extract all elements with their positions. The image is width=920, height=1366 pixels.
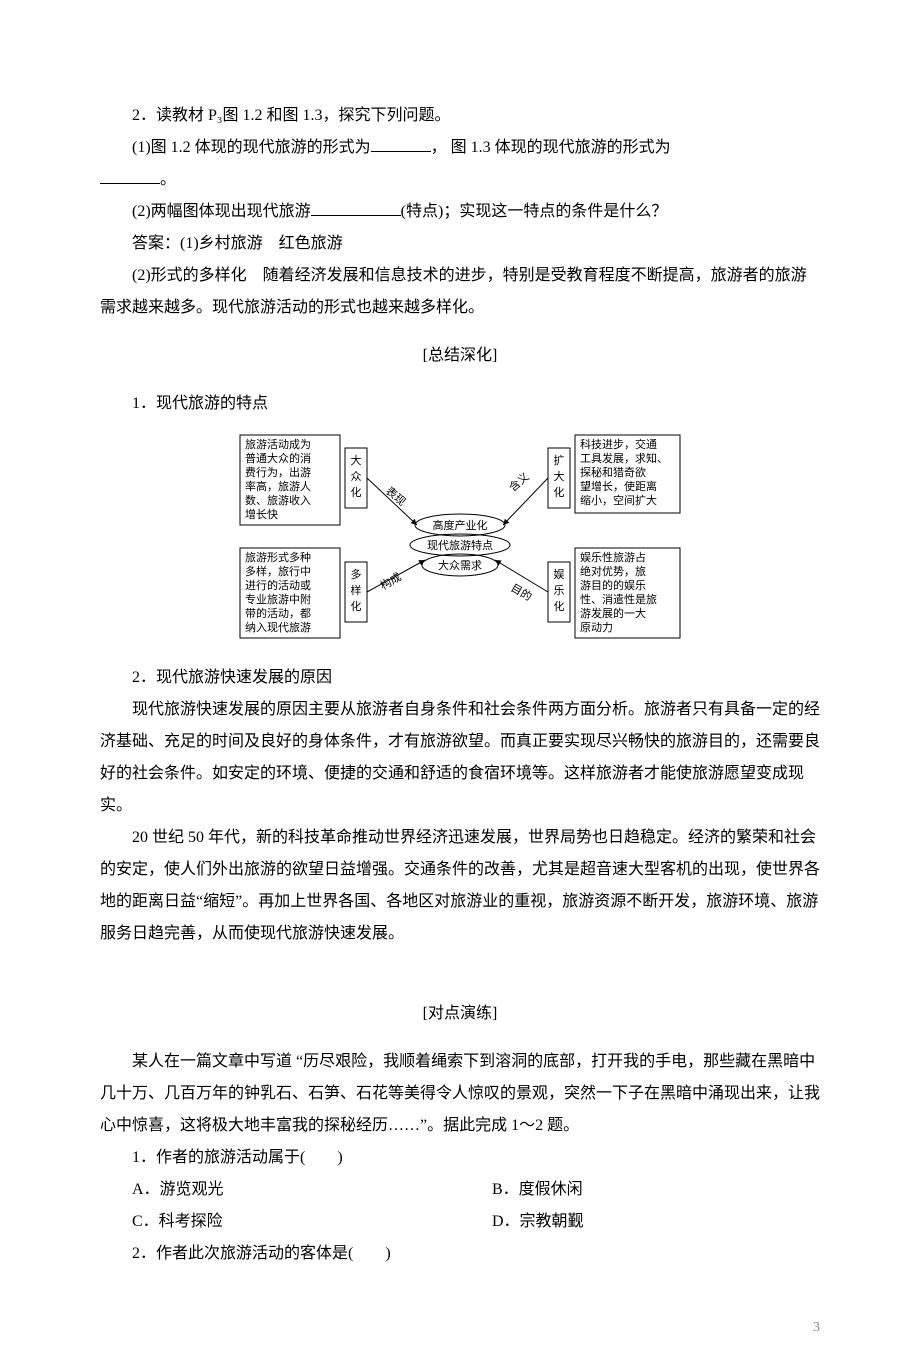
- spacer: [100, 950, 820, 982]
- q2-sub2: (2)两幅图体现出现代旅游 (特点)；实现这一特点的条件是什么？: [100, 196, 820, 228]
- q2-answer1: 答案：(1)乡村旅游 红色旅游: [100, 228, 820, 260]
- dg-tl-l6: 增长快: [245, 507, 278, 521]
- dg-tl-l4: 率高，旅游人: [245, 479, 311, 493]
- dg-br-l4: 性、消遣性是旅: [580, 592, 657, 606]
- dg-br-l5: 游发展的一大: [580, 606, 646, 620]
- q1-options-row2: C．科考探险 D．宗教朝觐: [100, 1206, 820, 1238]
- dg-tr-l1: 科技进步，交通: [580, 437, 657, 451]
- summary-header: [总结深化]: [100, 340, 820, 372]
- dg-br-tag3: 化: [554, 599, 565, 613]
- dg-tl-l3: 费行为，出游: [245, 465, 311, 479]
- dg-tl-tag1: 大: [351, 453, 362, 467]
- blank-2: [100, 167, 160, 184]
- dg-tl-tag2: 众: [351, 470, 362, 483]
- q2-sub1a: (1)图 1.2 体现的现代旅游的形式为: [132, 139, 371, 156]
- sec2-p1: 现代旅游快速发展的原因主要从旅游者自身条件和社会条件两方面分析。旅游者只有具备一…: [100, 694, 820, 822]
- q2-answer2: (2)形式的多样化 随着经济发展和信息技术的进步，特别是受教育程度不断提高，旅游…: [100, 260, 820, 324]
- sec1-title: 1．现代旅游的特点: [100, 388, 820, 420]
- dg-br-tag1: 娱: [554, 567, 565, 581]
- dg-bl-tag3: 化: [351, 599, 362, 613]
- q1-stem: 1．作者的旅游活动属于( ): [100, 1142, 820, 1174]
- dg-bl-l2: 多样，旅行中: [245, 564, 311, 578]
- dg-br-tag2: 乐: [554, 584, 565, 597]
- dg-bl-l1: 旅游形式多种: [245, 550, 311, 564]
- scenario-text: 某人在一篇文章中写道 “历尽艰险，我顺着绳索下到溶洞的底部，打开我的手电，那些藏…: [100, 1046, 820, 1142]
- q2-sub1-cont: 。: [100, 164, 820, 196]
- dg-edge-br: 目的: [509, 580, 535, 603]
- dg-center-bot: 大众需求: [438, 558, 482, 572]
- dg-bl-tag1: 多: [351, 567, 362, 581]
- blank-1: [371, 135, 431, 152]
- dg-bl-l4: 专业旅游中附: [245, 592, 311, 606]
- q2-sub2b: (特点)；实现这一特点的条件是什么？: [401, 203, 668, 220]
- dg-bl-l5: 带的活动，都: [245, 606, 311, 620]
- page-content: 2．读教材 P₃图 1.2 和图 1.3，探究下列问题。 (1)图 1.2 体现…: [0, 0, 920, 1320]
- dg-center-mid: 现代旅游特点: [427, 538, 493, 552]
- page-number: 3: [0, 1320, 920, 1366]
- q1-optD: D．宗教朝觐: [460, 1206, 584, 1238]
- blank-3: [311, 199, 401, 216]
- dg-tr-l4: 望增长，使距离: [580, 479, 657, 493]
- dg-tr-tag2: 大: [554, 469, 565, 483]
- q2-sub1: (1)图 1.2 体现的现代旅游的形式为 ， 图 1.3 体现的现代旅游的形式为: [100, 132, 820, 164]
- dg-br-l1: 娱乐性旅游占: [580, 550, 646, 564]
- dg-tr-tag1: 扩: [554, 453, 565, 467]
- dg-tl-l5: 数、旅游收入: [245, 493, 311, 507]
- q1-optA: A．游览观光: [100, 1174, 460, 1206]
- dg-br-l3: 游目的的娱乐: [580, 578, 646, 592]
- dg-bl-tag2: 样: [351, 583, 362, 597]
- dg-bl-l3: 进行的活动或: [245, 578, 311, 592]
- dg-edge-bl: 构成: [378, 569, 404, 592]
- q2-sub1b: ， 图 1.3 体现的现代旅游的形式为: [431, 139, 671, 156]
- dg-tr-l5: 缩小，空间扩大: [580, 493, 657, 507]
- sec2-title: 2．现代旅游快速发展的原因: [100, 662, 820, 694]
- q1-options-row1: A．游览观光 B．度假休闲: [100, 1174, 820, 1206]
- dg-br-l2: 绝对优势，旅: [580, 564, 646, 578]
- q2-stem: 2．读教材 P₃图 1.2 和图 1.3，探究下列问题。: [100, 100, 820, 132]
- dg-bl-l6: 纳入现代旅游: [245, 620, 311, 634]
- features-diagram: 旅游活动成为 普通大众的消 费行为，出游 率高，旅游人 数、旅游收入 增长快 大…: [235, 430, 685, 652]
- q1-optC: C．科考探险: [100, 1206, 460, 1238]
- q2-sub1c: 。: [160, 171, 176, 188]
- q1-optB: B．度假休闲: [460, 1174, 583, 1206]
- dg-tl-l1: 旅游活动成为: [245, 437, 311, 451]
- dg-edge-tr: 含义: [506, 469, 532, 494]
- dg-tr-l3: 探秘和猎奇欲: [580, 465, 646, 479]
- dg-br-l6: 原动力: [580, 621, 613, 634]
- practice-header: [对点演练]: [100, 998, 820, 1030]
- dg-center-top: 高度产业化: [433, 518, 488, 532]
- dg-tr-tag3: 化: [554, 485, 565, 499]
- q2b-stem: 2．作者此次旅游活动的客体是( ): [100, 1238, 820, 1270]
- sec2-p2: 20 世纪 50 年代，新的科技革命推动世界经济迅速发展，世界局势也日趋稳定。经…: [100, 822, 820, 950]
- dg-tl-tag3: 化: [351, 485, 362, 499]
- dg-edge-tl: 表现: [383, 484, 409, 509]
- dg-tr-l2: 工具发展，求知、: [580, 451, 668, 465]
- dg-tl-l2: 普通大众的消: [245, 451, 311, 465]
- q2-sub2a: (2)两幅图体现出现代旅游: [132, 203, 311, 220]
